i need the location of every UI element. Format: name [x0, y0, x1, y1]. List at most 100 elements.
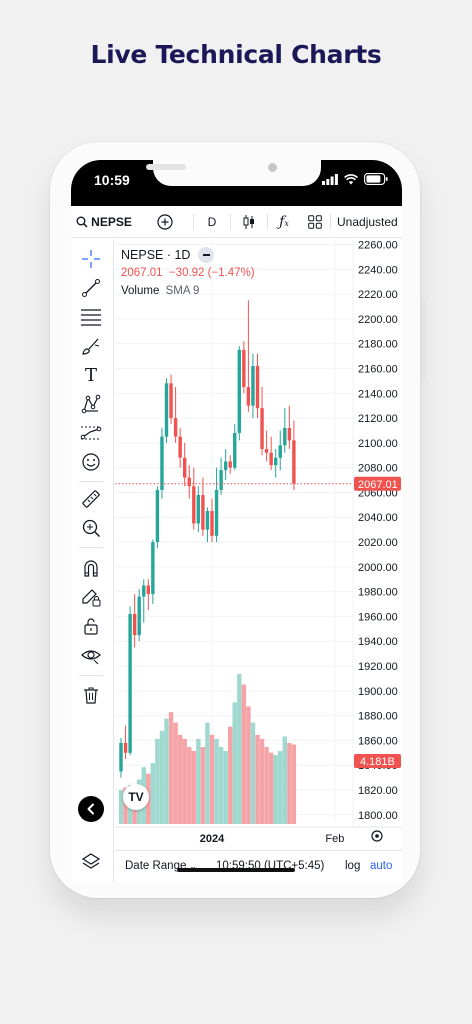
candle-body: [201, 494, 205, 530]
y-tick-label: 2260.00: [358, 239, 398, 251]
volume-bar: [268, 752, 274, 824]
chart-toolbar: NEPSE D ƒx: [71, 206, 402, 238]
emoji-tool[interactable]: [80, 451, 102, 473]
volume-bar: [177, 734, 183, 824]
text-tool[interactable]: T: [80, 364, 102, 386]
volume-bar: [150, 763, 156, 824]
last-price-tag: [354, 476, 401, 491]
volume-bar: [228, 726, 233, 824]
volume-bar: [273, 755, 278, 824]
volume-bar: [182, 738, 187, 824]
volume-bar: [191, 751, 196, 824]
price-chart[interactable]: 2260.00 2240.00 2220.00 2200.00 2180.00 2160.…: [115, 239, 402, 849]
last-price-label: 2067.01: [358, 479, 398, 491]
chart-pane[interactable]: 2260.00 2240.00 2220.00 2200.00 2180.00 2160.…: [115, 239, 402, 845]
y-tick-label: 2020.00: [358, 537, 398, 549]
candle-body: [187, 477, 191, 487]
y-tick-label: 1800.00: [358, 810, 398, 822]
y-tick-label: 2100.00: [358, 438, 398, 450]
status-bar: 10:59: [71, 160, 402, 206]
lock-drawings-tool[interactable]: [80, 586, 102, 608]
y-tick-label: 2000.00: [358, 562, 398, 574]
search-icon: [76, 216, 88, 228]
settings-gear-icon-center: [375, 834, 379, 838]
candle-body: [246, 387, 251, 406]
candle-body: [223, 461, 228, 471]
y-tick-label: 2220.00: [358, 289, 398, 301]
indicators-button[interactable]: ƒx: [268, 206, 300, 237]
volume-bar: [209, 734, 215, 824]
smiley-icon: [82, 453, 100, 471]
candle-body: [292, 440, 296, 484]
volume-bar: [173, 722, 178, 824]
grid-icon: [308, 214, 322, 229]
fib-lines-icon: [81, 309, 101, 326]
adjustment-button[interactable]: Unadjusted: [331, 206, 399, 237]
volume-bar: [278, 751, 283, 824]
chart-legend: NEPSE · 1D 2067.01 −30.92 (−1.47%) Volum…: [121, 247, 255, 297]
toolbar-divider: [79, 547, 103, 548]
volume-bar: [196, 738, 201, 824]
y-tick-label: 1940.00: [358, 636, 398, 648]
headline: Live Technical Charts: [90, 40, 382, 69]
home-indicator[interactable]: [177, 868, 295, 872]
candle-body: [137, 596, 141, 636]
volume-tag-label: 4.181B: [360, 756, 395, 768]
toolbar-divider: [79, 675, 103, 676]
toolbar-divider: [330, 213, 331, 230]
trash-icon: [84, 687, 98, 704]
volume-bar: [159, 730, 165, 824]
legend-title: NEPSE · 1D: [121, 248, 191, 262]
fib-tool[interactable]: [80, 306, 102, 328]
remove-drawings-tool[interactable]: [80, 684, 102, 706]
legend-collapse-button[interactable]: [198, 247, 215, 263]
candle-body: [242, 349, 246, 388]
candle-body: [228, 461, 232, 468]
layers-icon: [81, 853, 101, 869]
volume-bar: [237, 674, 242, 824]
candle-body: [251, 365, 255, 406]
chart-type-button[interactable]: [231, 206, 267, 237]
speaker-grille: [146, 164, 186, 170]
volume-tag: [354, 754, 401, 768]
log-toggle[interactable]: log: [345, 860, 361, 872]
crosshair-tool[interactable]: [80, 248, 102, 270]
trendline-icon: [82, 279, 100, 297]
candle-body: [155, 489, 160, 543]
volume-bar: [187, 746, 192, 824]
forecast-tool[interactable]: [80, 422, 102, 444]
interval-button[interactable]: D: [194, 206, 230, 237]
candle-body: [210, 511, 214, 536]
x-tick-label: Feb: [325, 833, 344, 845]
candle-body: [183, 457, 187, 478]
trendline-tool[interactable]: [80, 277, 102, 299]
zoom-tool[interactable]: [80, 517, 102, 539]
pattern-tool[interactable]: [80, 393, 102, 415]
wifi-icon: [344, 173, 358, 184]
y-tick-label: 1900.00: [358, 686, 398, 698]
magnet-tool[interactable]: [80, 557, 102, 579]
date-range-button[interactable]: Date Range ⌄: [125, 860, 197, 872]
volume-bar: [282, 736, 287, 824]
pencil-lock-icon: [82, 589, 101, 607]
lock-all-tool[interactable]: [80, 615, 102, 637]
hide-drawings-tool[interactable]: [80, 644, 102, 666]
candle-body: [192, 486, 196, 524]
brush-tool[interactable]: [80, 335, 102, 357]
y-tick-label: 2240.00: [358, 264, 398, 276]
y-tick-label: 2180.00: [358, 339, 398, 351]
compare-button[interactable]: [137, 206, 193, 237]
layouts-button[interactable]: [300, 206, 330, 237]
magnet-icon: [84, 560, 98, 577]
drawing-toolbar: T: [71, 239, 114, 882]
object-tree-tool[interactable]: [80, 851, 102, 873]
symbol-search-button[interactable]: NEPSE: [71, 206, 137, 237]
collapse-toolbar-button[interactable]: [78, 796, 104, 822]
status-time: 10:59: [94, 172, 130, 188]
bottom-bar: Date Range ⌄ 10:59:50 (UTC+5:45) log aut…: [115, 850, 402, 882]
side-button: [421, 300, 425, 380]
y-tick-label: 1820.00: [358, 785, 398, 797]
measure-tool[interactable]: [80, 488, 102, 510]
legend-change: 2067.01 −30.92 (−1.47%): [121, 267, 255, 279]
auto-toggle[interactable]: auto: [370, 860, 393, 872]
